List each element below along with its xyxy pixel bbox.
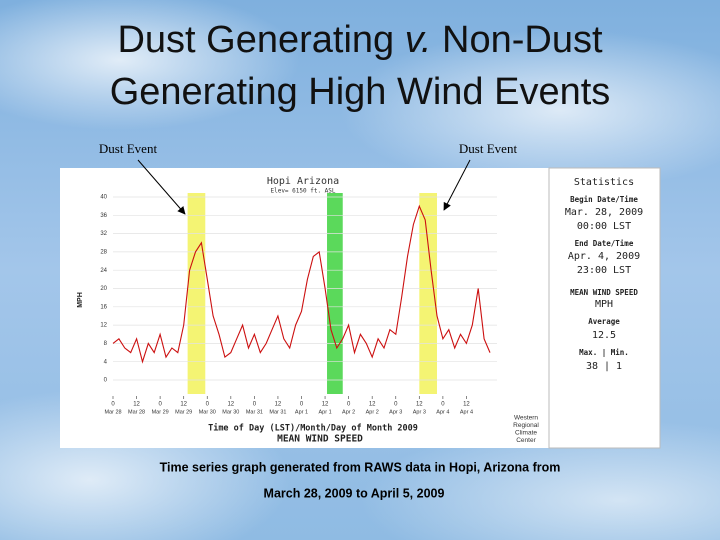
x-tick-label: 0: [111, 402, 115, 408]
x-axis-label: Time of Day (LST)/Month/Day of Month 200…: [208, 423, 418, 434]
x-tick-date: Apr 3: [389, 409, 402, 415]
x-tick-date: Mar 30: [222, 409, 239, 415]
x-tick-date: Apr 4: [460, 409, 473, 415]
x-tick-label: 12: [133, 402, 140, 408]
chart-subtitle: Elev= 6150 ft. ASL: [270, 188, 335, 195]
x-tick-date: Mar 31: [269, 409, 286, 415]
caption: Time series graph generated from RAWS da…: [160, 460, 561, 474]
y-tick-label: 36: [100, 213, 107, 219]
highlight-span: [187, 193, 206, 394]
x-tick-date: Apr 3: [413, 409, 426, 415]
title-part: Dust Generating: [117, 19, 395, 61]
x-tick-date: Apr 2: [342, 409, 355, 415]
y-tick-label: 28: [100, 249, 107, 255]
x-tick-label: 12: [227, 402, 234, 408]
x-tick-date: Apr 1: [318, 409, 331, 415]
x-tick-label: 0: [158, 402, 162, 408]
highlight-span: [327, 193, 343, 394]
x-tick-label: 0: [206, 402, 210, 408]
y-tick-label: 8: [104, 341, 108, 347]
stats-text: Statistics: [574, 177, 634, 188]
stats-text: MPH: [595, 299, 613, 310]
stats-text: 23:00 LST: [577, 265, 631, 276]
y-axis-label: MPH: [77, 292, 84, 308]
x-tick-label: 12: [369, 402, 376, 408]
caption: March 28, 2009 to April 5, 2009: [264, 486, 445, 500]
annotation: Dust Event: [99, 141, 158, 156]
arrow: [137, 159, 186, 215]
chart-name: MEAN WIND SPEED: [277, 434, 363, 445]
x-tick-date: Apr 1: [295, 409, 308, 415]
stats-text: End Date/Time: [575, 239, 634, 248]
stats-text: 38 | 1: [586, 361, 622, 372]
x-tick-label: 0: [441, 402, 445, 408]
stats-text: 00:00 LST: [577, 221, 631, 232]
annotation: Dust Event: [459, 141, 518, 156]
y-tick-label: 40: [100, 195, 107, 201]
title-part: Non-Dust: [442, 19, 603, 61]
title-part: v.: [404, 19, 432, 61]
x-tick-label: 0: [394, 402, 398, 408]
x-tick-date: Mar 30: [199, 409, 216, 415]
title-line: Generating High Wind Events: [109, 71, 611, 113]
source-label: Center: [516, 437, 536, 444]
stats-text: Apr. 4, 2009: [568, 251, 640, 262]
stats-text: Mar. 28, 2009: [565, 207, 643, 218]
arrow: [443, 159, 471, 211]
x-tick-date: Mar 28: [128, 409, 145, 415]
y-tick-label: 4: [104, 359, 108, 365]
series-line: [112, 204, 491, 364]
x-tick-date: Apr 4: [436, 409, 449, 415]
stats-text: 12.5: [592, 330, 616, 341]
x-tick-date: Mar 28: [104, 409, 121, 415]
x-tick-date: Mar 31: [246, 409, 263, 415]
title-line: Dust Generating v. Non-Dust: [0, 14, 720, 66]
x-tick-label: 12: [416, 402, 423, 408]
stats-text: Begin Date/Time: [570, 195, 638, 204]
y-tick-label: 0: [104, 378, 108, 384]
x-tick-label: 12: [463, 402, 470, 408]
chart-title: Hopi Arizona: [267, 176, 339, 187]
stats-text: MEAN WIND SPEED: [570, 288, 638, 297]
y-tick-label: 12: [100, 323, 107, 329]
x-tick-label: 12: [180, 402, 187, 408]
source-label: Climate: [515, 430, 537, 437]
stats-text: Average: [588, 317, 620, 326]
source-label: Western: [514, 415, 538, 422]
x-tick-label: 12: [322, 402, 329, 408]
y-tick-label: 16: [100, 304, 107, 310]
x-tick-label: 0: [347, 402, 351, 408]
y-tick-label: 24: [100, 268, 107, 274]
x-tick-label: 0: [253, 402, 257, 408]
slide-title: Dust Generating v. Non-Dust Generating H…: [0, 14, 720, 118]
y-tick-label: 20: [100, 286, 107, 292]
x-tick-date: Mar 29: [175, 409, 192, 415]
x-tick-date: Apr 2: [366, 409, 379, 415]
stats-panel: [548, 167, 661, 449]
source-label: Regional: [513, 422, 539, 429]
x-tick-label: 0: [300, 402, 304, 408]
stats-text: Max. | Min.: [579, 348, 629, 358]
y-tick-label: 32: [100, 231, 107, 237]
x-tick-date: Mar 29: [152, 409, 169, 415]
x-tick-label: 12: [275, 402, 282, 408]
